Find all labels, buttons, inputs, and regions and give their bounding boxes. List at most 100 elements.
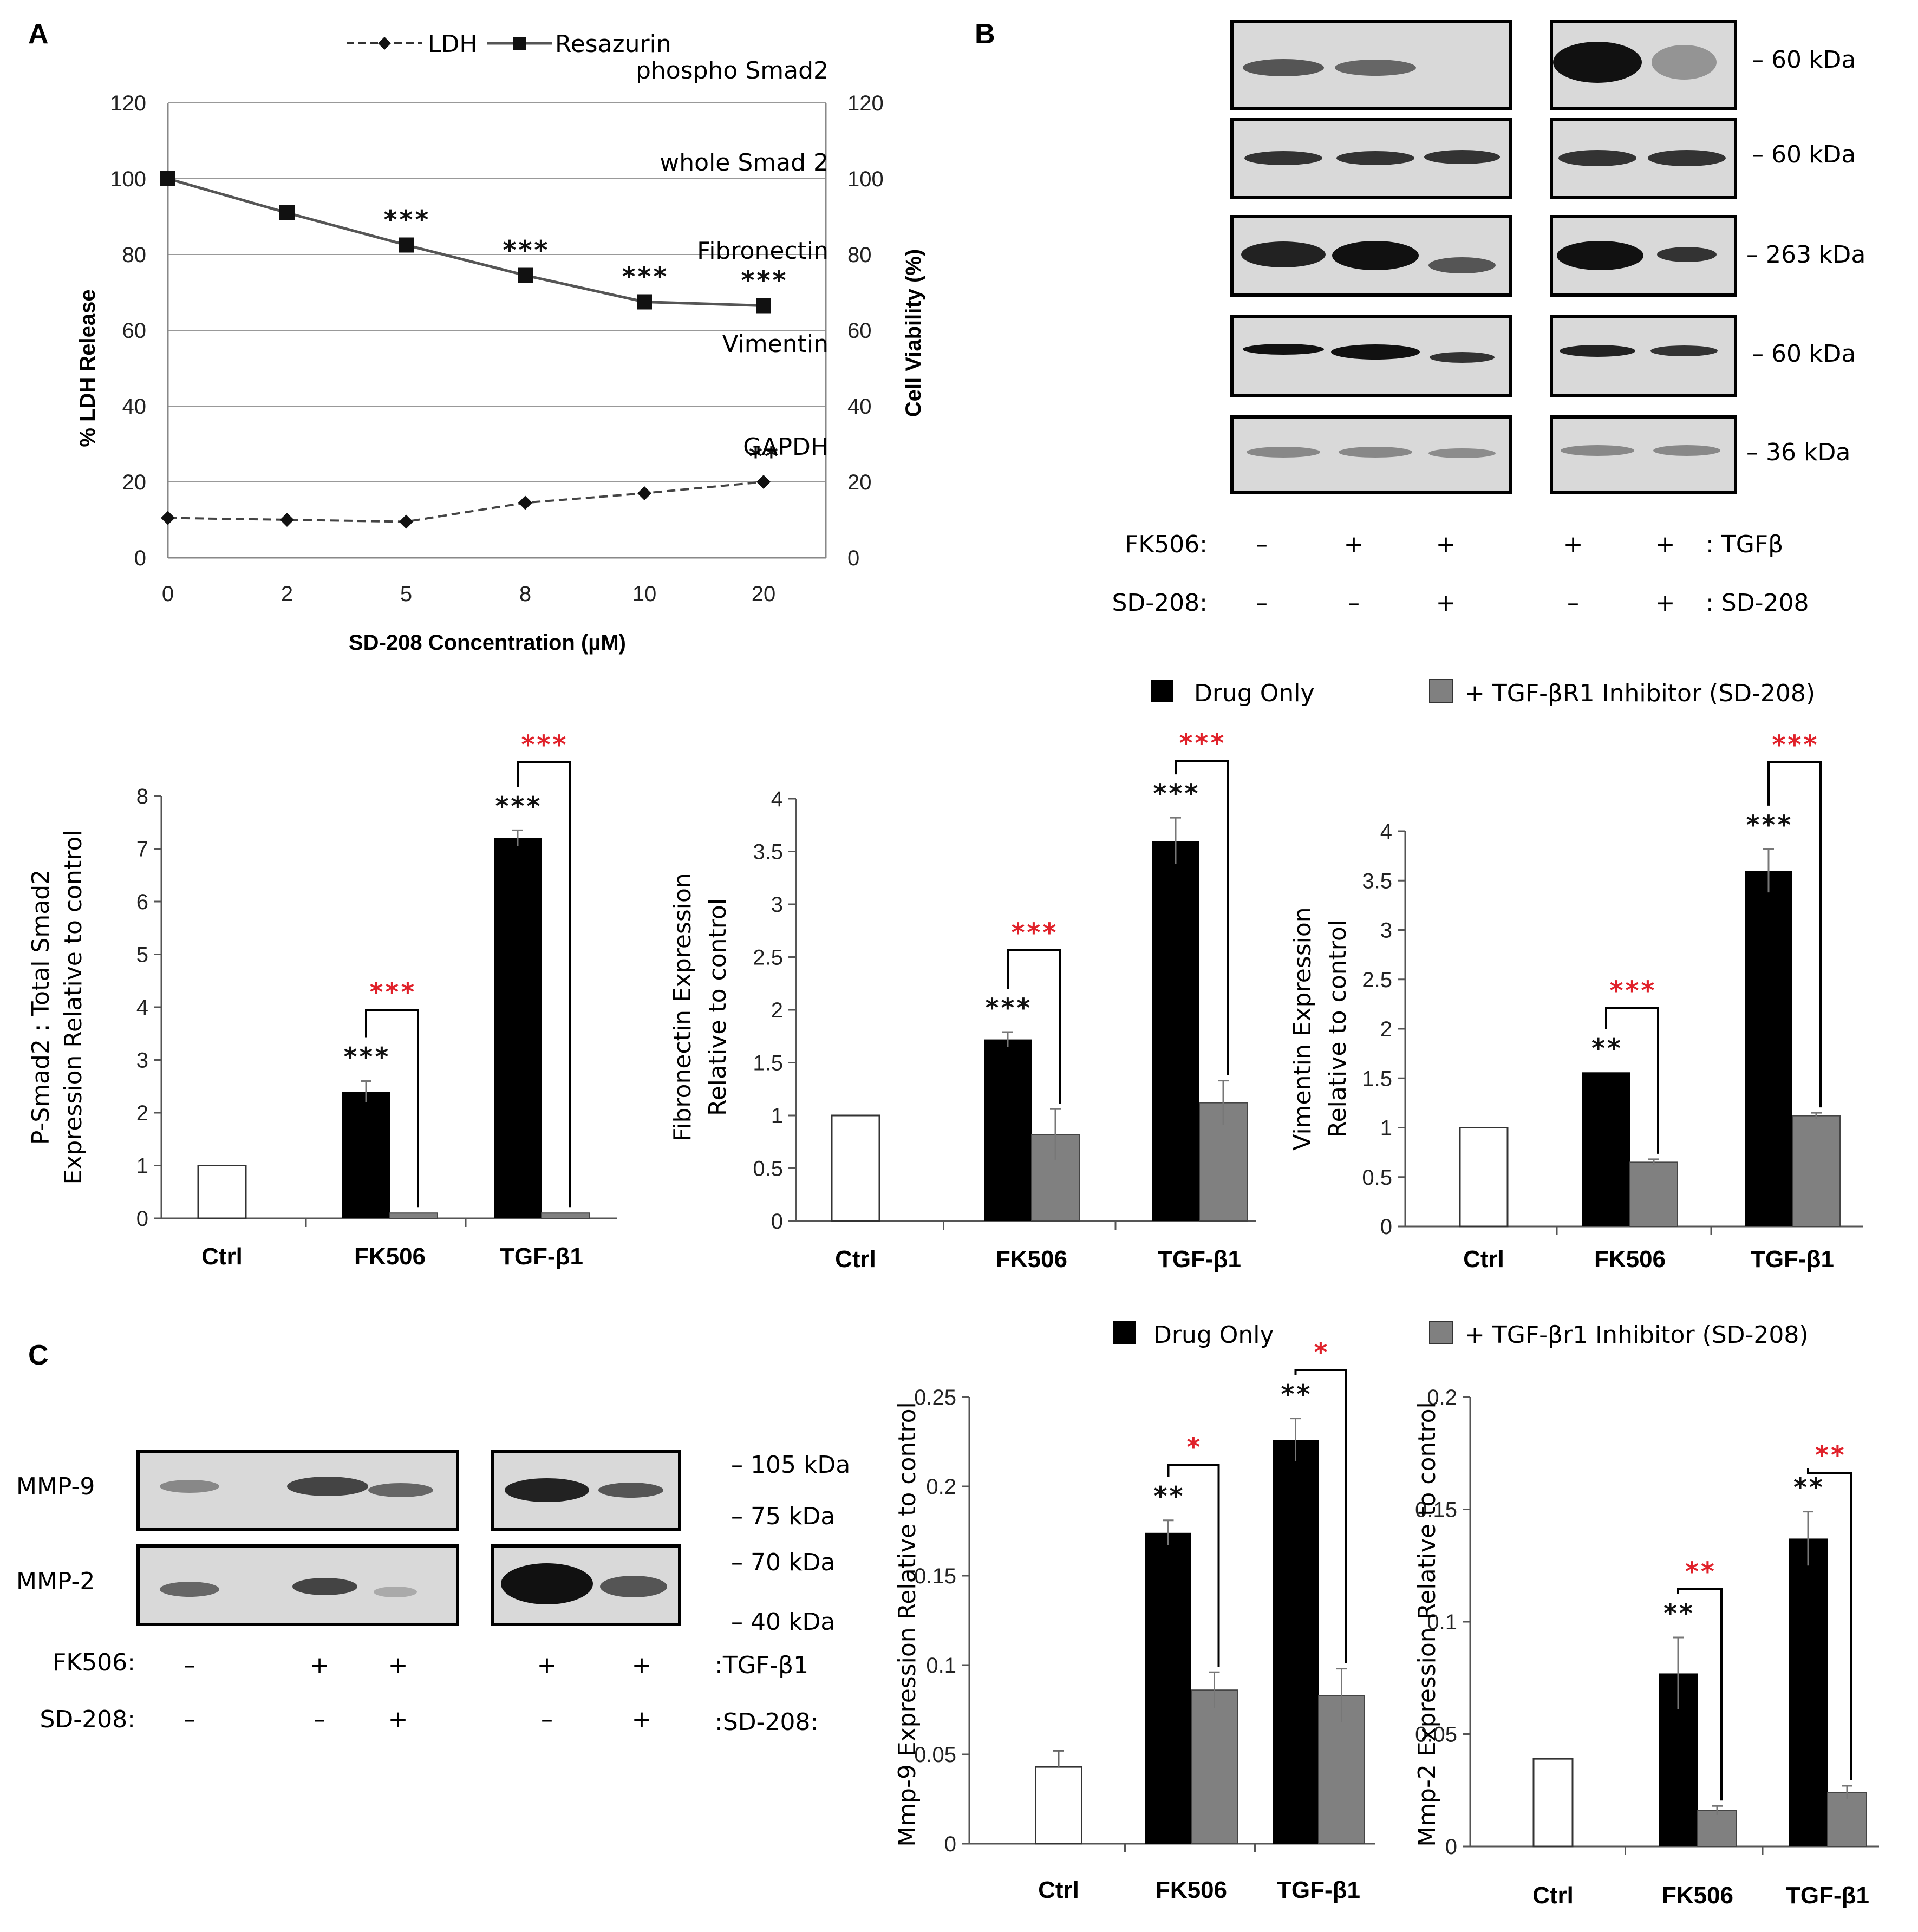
ldh-series-line <box>167 481 764 523</box>
comparison-bracket <box>1167 1464 1220 1667</box>
significance-vs-inhibitor: *** <box>1609 976 1656 1006</box>
y-tick-label: 5 <box>136 943 148 967</box>
treatment-sign: + <box>632 1706 652 1733</box>
category-label: FK506 <box>354 1243 426 1270</box>
drug-only-bar <box>1745 871 1792 1226</box>
y-tick-label: 8 <box>136 785 148 808</box>
treatment-sign: + <box>310 1652 330 1679</box>
legend-drug-swatch <box>1113 1321 1136 1344</box>
category-label: FK506 <box>1156 1877 1227 1903</box>
y-tick-right: 80 <box>847 243 872 267</box>
band <box>374 1587 417 1597</box>
category-label: TGF-β1 <box>500 1243 583 1270</box>
inhibitor-bar <box>1629 1161 1678 1227</box>
ctrl-bar <box>1035 1766 1082 1845</box>
inhibitor-bar <box>1697 1810 1737 1848</box>
blot-c-label-mmp9: MMP-9 <box>16 1473 95 1500</box>
significance-vs-inhibitor: * <box>1186 1432 1202 1463</box>
significance-vs-inhibitor: * <box>1313 1337 1329 1368</box>
y-tick-label: 1 <box>771 1104 783 1128</box>
treatment-sign: + <box>1436 531 1456 558</box>
inhibitor-bar <box>389 1212 438 1219</box>
treatment-sign: + <box>1344 531 1364 558</box>
treatment-sign: – <box>1348 589 1360 617</box>
significance-vs-inhibitor: *** <box>369 977 416 1008</box>
significance-vs-inhibitor: ** <box>1814 1440 1845 1471</box>
panel-b-western-blot: phospho Smad2 whole Smad 2 Fibronectin V… <box>636 20 1865 617</box>
category-label: Ctrl <box>1463 1246 1504 1272</box>
x-tick: 10 <box>632 582 657 606</box>
resazurin-series-line <box>167 177 764 307</box>
y-tick-label: 0.1 <box>1427 1610 1457 1634</box>
blot-c-tgfb-suffix: :TGF-β1 <box>715 1652 808 1679</box>
significance-vs-control: ** <box>1153 1481 1184 1512</box>
y-axis-label-line2: Expression Relative to control <box>60 830 87 1185</box>
mmp9-bar-chart: 0 0.05 0.1 0.15 0.2 0.25 Ctrl FK506 TGF-β1 Mmp-9 … <box>893 1337 1375 1903</box>
blot-b-kda-2: – 60 kDa <box>1752 141 1856 168</box>
inhibitor-bar <box>1827 1792 1867 1847</box>
band <box>505 1478 589 1502</box>
blot-c-kda-70: – 70 kDa <box>731 1549 835 1576</box>
blot-b-kda-5: – 36 kDa <box>1746 439 1850 466</box>
significance-vs-control: *** <box>1152 779 1199 809</box>
significance-vs-inhibitor: ** <box>1684 1557 1715 1587</box>
band <box>1335 60 1416 76</box>
comparison-bracket <box>1007 949 1061 1104</box>
resazurin-significance: *** <box>383 205 430 236</box>
y-tick-label: 3 <box>136 1049 148 1073</box>
blot-c-fk506-label: FK506: <box>53 1649 135 1676</box>
band <box>1424 150 1500 164</box>
blot-b-kda-3: – 263 kDa <box>1746 241 1865 269</box>
significance-vs-control: ** <box>1280 1380 1312 1410</box>
ctrl-bar <box>197 1165 247 1219</box>
band <box>1428 257 1496 273</box>
treatment-sign: – <box>314 1706 325 1733</box>
ldh-point <box>161 511 175 525</box>
band <box>287 1477 368 1496</box>
band <box>1560 345 1635 357</box>
treatment-sign: + <box>1563 531 1583 558</box>
panel-label-b: B <box>975 18 995 50</box>
blot-b-kda-1: – 60 kDa <box>1752 46 1856 74</box>
y-tick-left: 0 <box>134 546 146 570</box>
y-tick-right: 60 <box>847 319 872 343</box>
y-tick-label: 4 <box>136 996 148 1020</box>
band <box>1336 151 1414 165</box>
ldh-point <box>518 495 532 510</box>
y-tick-label: 1.5 <box>1362 1067 1392 1091</box>
band <box>1561 445 1634 456</box>
drug-only-bar <box>1152 841 1199 1221</box>
blot-c-label-mmp2: MMP-2 <box>16 1568 95 1595</box>
band <box>1653 445 1720 456</box>
category-label: Ctrl <box>1038 1877 1079 1903</box>
drug-only-bar <box>1145 1532 1191 1844</box>
resazurin-significance: *** <box>740 266 787 296</box>
drug-only-bar <box>984 1039 1032 1221</box>
treatment-sign: – <box>1567 589 1579 617</box>
significance-vs-control: ** <box>1662 1598 1694 1629</box>
significance-vs-inhibitor: *** <box>1178 728 1225 759</box>
blot-b-label-psmad2: phospho Smad2 <box>636 57 828 84</box>
y-tick-label: 0.5 <box>753 1157 783 1181</box>
y-tick-label: 0 <box>1445 1835 1457 1859</box>
panel-b-bar-legend: Drug Only + TGF-βR1 Inhibitor (SD-208) <box>1151 679 1815 707</box>
significance-vs-control: ** <box>1590 1033 1622 1063</box>
vimentin-bar-chart: 0 0.5 1 1.5 2 2.5 3 3.5 4 Ctrl FK506 TGF-β1 Vimentin… <box>1289 730 1863 1272</box>
blot-c-kda-40: – 40 kDa <box>731 1608 835 1636</box>
legend-ldh-marker <box>378 37 391 50</box>
y-tick-label: 0.15 <box>914 1564 956 1588</box>
inhibitor-bar <box>1792 1115 1841 1228</box>
y-tick-label: 0 <box>1380 1215 1392 1239</box>
x-tick: 5 <box>400 582 412 606</box>
category-label: TGF-β1 <box>1277 1877 1360 1903</box>
ctrl-bar <box>831 1114 880 1222</box>
y-tick-label: 2.5 <box>753 946 783 970</box>
drug-only-bar <box>1582 1072 1630 1226</box>
y-tick-left: 20 <box>122 471 147 494</box>
inhibitor-bar <box>1031 1134 1080 1222</box>
resazurin-point <box>399 237 414 253</box>
drug-only-bar <box>342 1092 390 1218</box>
y-tick-label: 2.5 <box>1362 968 1392 992</box>
y-axis-label-line1: P-Smad2 : Total Smad2 <box>27 870 55 1145</box>
